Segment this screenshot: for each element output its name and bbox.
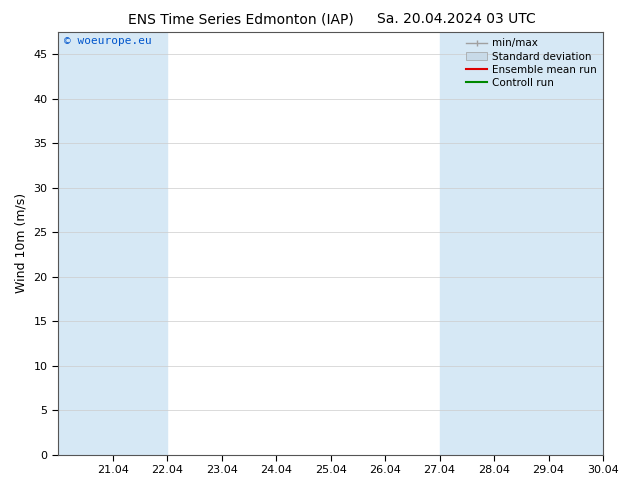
Bar (494, 32, 548, 455)
Bar (58, 32, 113, 455)
Bar (113, 32, 167, 455)
Bar (439, 32, 494, 455)
Bar (548, 32, 603, 455)
Text: ENS Time Series Edmonton (IAP): ENS Time Series Edmonton (IAP) (128, 12, 354, 26)
Y-axis label: Wind 10m (m/s): Wind 10m (m/s) (15, 193, 28, 294)
Text: © woeurope.eu: © woeurope.eu (63, 36, 152, 47)
Text: Sa. 20.04.2024 03 UTC: Sa. 20.04.2024 03 UTC (377, 12, 536, 26)
Legend: min/max, Standard deviation, Ensemble mean run, Controll run: min/max, Standard deviation, Ensemble me… (462, 34, 601, 92)
